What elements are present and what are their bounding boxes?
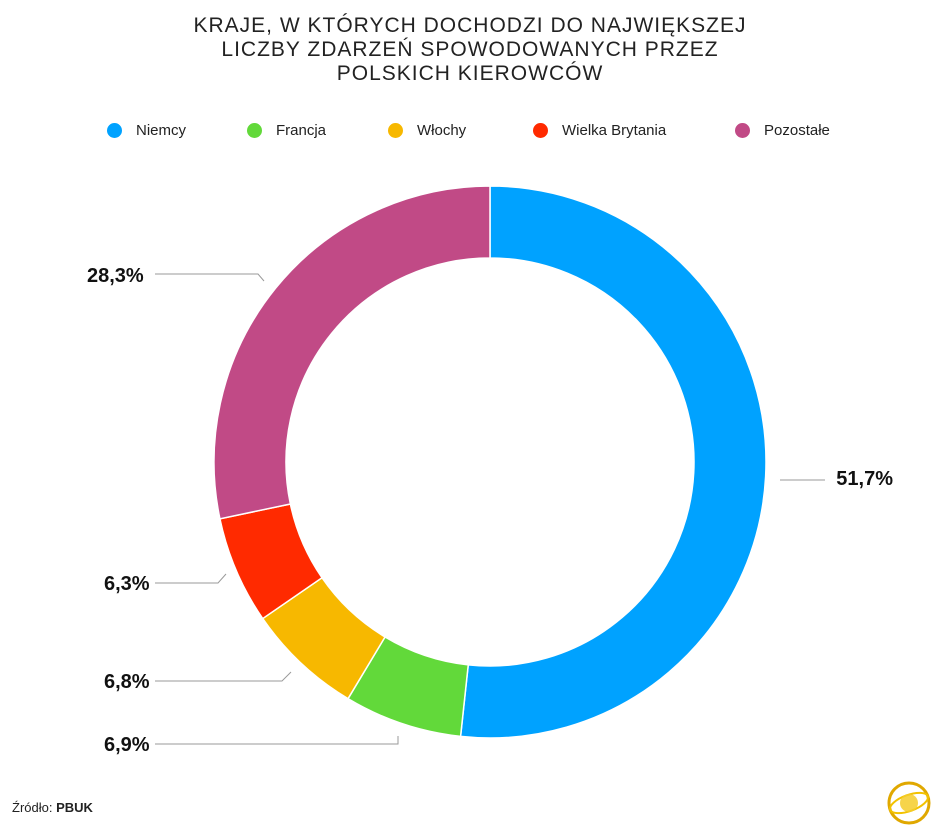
- legend-label-francja: Francja: [276, 121, 327, 139]
- legend-swatch-wielka-brytania: [533, 122, 548, 138]
- slice-label-niemcy: 51,7%: [836, 468, 893, 490]
- legend-item-wielka-brytania: Wielka Brytania: [533, 118, 666, 142]
- legend-item-francja: Francja: [247, 118, 326, 142]
- leader-line-1: [155, 736, 399, 745]
- leader-line-3: [155, 573, 227, 584]
- legend-label-wlochy: Włochy: [417, 121, 467, 139]
- source-note: Źródło: PBUK: [12, 800, 93, 815]
- legend-swatch-wlochy: [388, 122, 403, 138]
- publisher-logo-icon: [887, 781, 931, 825]
- legend-item-wlochy: Włochy: [388, 118, 466, 142]
- source-value: PBUK: [56, 800, 93, 815]
- chart-title-line-1: KRAJE, W KTÓRYCH DOCHODZI DO NAJWIĘKSZEJ: [193, 14, 747, 37]
- slice-label-francja: 6,9%: [104, 734, 150, 756]
- legend-label-niemcy: Niemcy: [136, 121, 187, 139]
- legend-swatch-pozostale: [735, 122, 750, 138]
- legend-item-niemcy: Niemcy: [107, 118, 186, 142]
- donut-slices: [213, 185, 767, 739]
- slice-label-pozostale: 28,3%: [87, 265, 144, 287]
- source-label: Źródło:: [12, 800, 53, 815]
- slice-label-wielka-brytania: 6,3%: [104, 573, 150, 595]
- leader-line-4: [155, 273, 265, 282]
- legend-swatch-francja: [247, 122, 262, 138]
- legend: Niemcy Francja Włochy Wielka Brytania Po…: [0, 118, 940, 142]
- legend-item-pozostale: Pozostałe: [735, 118, 830, 142]
- label-leader-lines: [155, 273, 825, 745]
- chart-title-line-3: POLSKICH KIEROWCÓW: [336, 62, 604, 85]
- leader-line-2: [155, 671, 292, 682]
- slice-label-wlochy: 6,8%: [104, 671, 150, 693]
- donut-slice-niemcy: [459, 185, 767, 739]
- legend-label-wielka-brytania: Wielka Brytania: [562, 121, 667, 139]
- chart-title: KRAJE, W KTÓRYCH DOCHODZI DO NAJWIĘKSZEJ…: [0, 14, 940, 86]
- donut-slice-pozostale: [213, 185, 491, 520]
- legend-label-pozostale: Pozostałe: [764, 121, 830, 139]
- legend-swatch-niemcy: [107, 122, 122, 138]
- chart-title-line-2: LICZBY ZDARZEŃ SPOWODOWANYCH PRZEZ: [221, 38, 719, 61]
